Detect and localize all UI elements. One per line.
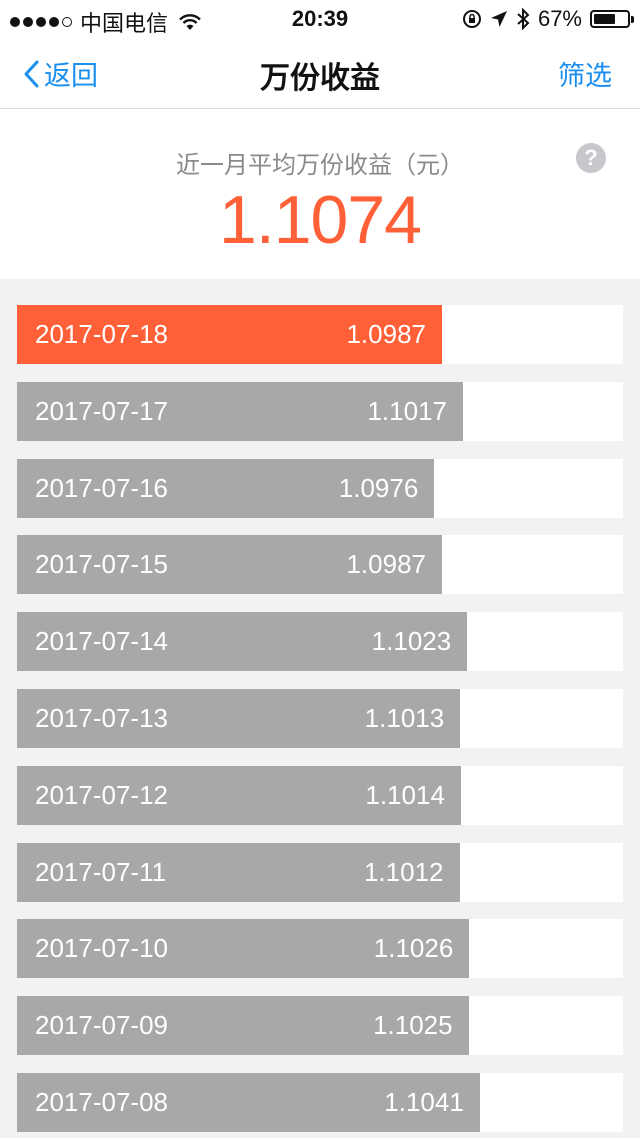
yield-bar	[17, 459, 435, 518]
yield-value-label: 1.1041	[384, 1087, 464, 1117]
yield-row[interactable]: 2017-07-16 1.0976	[17, 459, 623, 518]
filter-button[interactable]: 筛选	[558, 61, 612, 91]
yield-bar	[17, 1073, 480, 1132]
yield-bar	[17, 689, 461, 748]
average-yield-label: 近一月平均万份收益（元）	[176, 152, 464, 179]
signal-strength-icon	[10, 17, 72, 27]
back-label: 返回	[44, 61, 98, 91]
carrier-label: 中国电信	[80, 11, 169, 36]
yield-row[interactable]: 2017-07-11 1.1012	[17, 843, 623, 902]
yield-bar	[17, 766, 461, 825]
yield-date-label: 2017-07-11	[35, 857, 167, 887]
yield-bar	[17, 382, 463, 441]
yield-date-label: 2017-07-15	[35, 549, 168, 579]
summary-panel: 近一月平均万份收益（元） 1.1074 ?	[0, 109, 640, 279]
yield-row[interactable]: 2017-07-15 1.0987	[17, 535, 623, 594]
location-arrow-icon	[490, 11, 507, 27]
yield-date-label: 2017-07-12	[35, 780, 168, 810]
yield-value-label: 1.0987	[346, 549, 426, 579]
yield-value-label: 1.1013	[364, 703, 445, 733]
clock: 20:39	[291, 6, 349, 31]
yield-date-label: 2017-07-09	[35, 1010, 168, 1040]
yield-row[interactable]: 2017-07-18 1.0987	[17, 305, 623, 364]
status-right: 67%	[462, 6, 634, 32]
bluetooth-icon	[517, 8, 530, 30]
yield-bar	[17, 612, 468, 671]
yield-value-label: 1.0976	[338, 473, 419, 503]
yield-date-label: 2017-07-10	[35, 933, 168, 963]
chevron-left-icon	[24, 60, 39, 87]
yield-value-label: 1.1023	[371, 626, 452, 656]
yield-row[interactable]: 2017-07-08 1.1041	[17, 1073, 623, 1132]
average-yield-value: 1.1074	[219, 182, 422, 258]
yield-date-label: 2017-07-14	[35, 626, 168, 656]
status-left: 中国电信	[10, 6, 202, 38]
yield-date-label: 2017-07-08	[35, 1087, 168, 1117]
yield-value-label: 1.1012	[363, 857, 444, 887]
yield-row[interactable]: 2017-07-09 1.1025	[17, 996, 623, 1055]
yield-value-label: 1.0987	[346, 319, 426, 349]
yield-value-label: 1.1026	[373, 933, 454, 963]
navigation-bar: 返回 万份收益 筛选	[0, 36, 640, 109]
yield-bar	[17, 919, 470, 978]
yield-bar	[17, 535, 442, 594]
yield-row[interactable]: 2017-07-13 1.1013	[17, 689, 623, 748]
yield-value-label: 1.1017	[367, 396, 447, 426]
page-title: 万份收益	[260, 62, 380, 95]
yield-date-label: 2017-07-17	[35, 396, 168, 426]
yield-bar	[17, 843, 460, 902]
yield-value-label: 1.1025	[373, 1010, 453, 1040]
yield-row[interactable]: 2017-07-12 1.1014	[17, 766, 623, 825]
yield-bar	[17, 996, 469, 1055]
yield-row[interactable]: 2017-07-14 1.1023	[17, 612, 623, 671]
battery-percent: 67%	[537, 6, 582, 31]
yield-value-label: 1.1014	[365, 780, 445, 810]
wifi-icon	[179, 14, 201, 30]
back-button[interactable]: 返回	[22, 54, 98, 93]
yield-date-label: 2017-07-16	[35, 473, 168, 503]
yield-bar	[17, 305, 442, 364]
yield-date-label: 2017-07-18	[35, 319, 168, 349]
yield-row[interactable]: 2017-07-10 1.1026	[17, 919, 623, 978]
status-bar: 中国电信 20:39 67%	[0, 0, 640, 36]
yield-date-label: 2017-07-13	[35, 703, 168, 733]
orientation-lock-icon	[462, 10, 481, 28]
yield-row[interactable]: 2017-07-17 1.1017	[17, 382, 623, 441]
question-circle-icon[interactable]: ?	[576, 143, 606, 173]
battery-icon	[590, 10, 634, 28]
